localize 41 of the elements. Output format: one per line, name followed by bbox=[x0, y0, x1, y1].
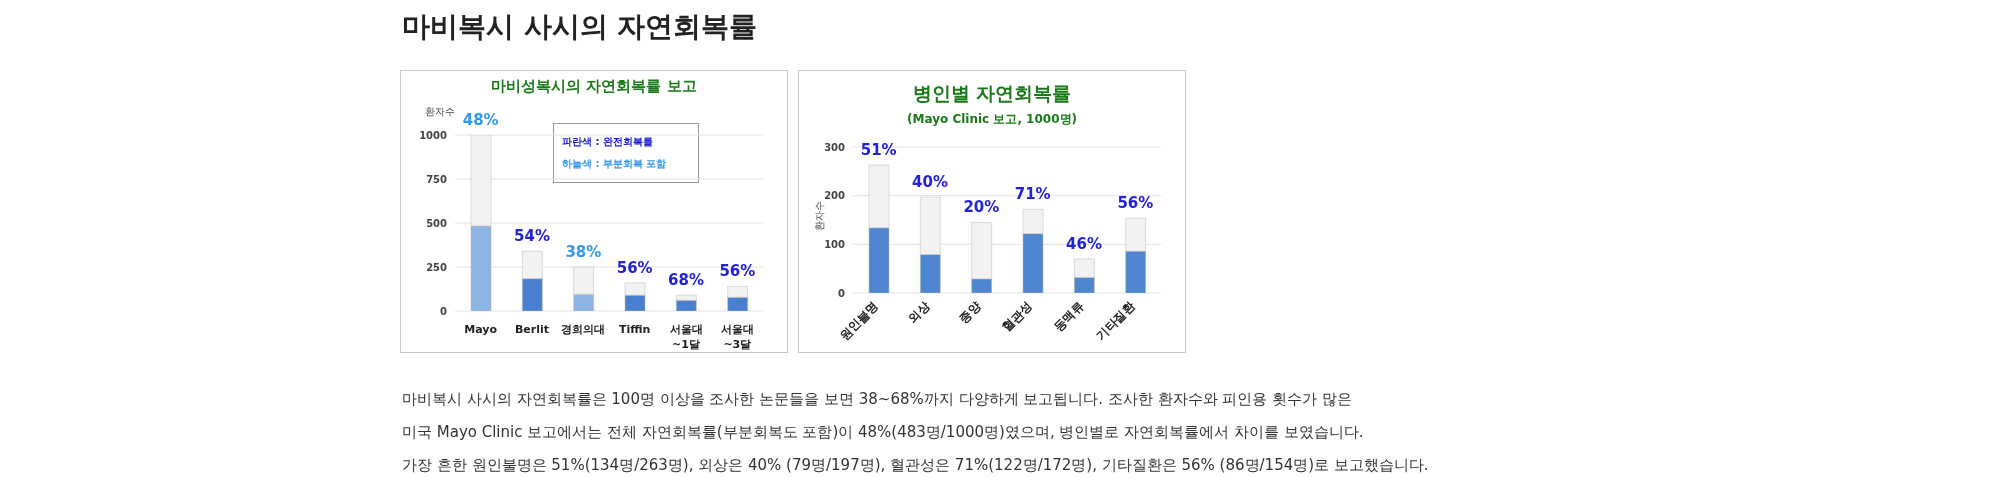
x-tick-label: Berlit bbox=[514, 323, 550, 336]
x-tick-label: 경희의대 bbox=[561, 323, 606, 336]
text: 미국 Mayo Clinic 보고에서는 전체 자연회복률(부분회복도 포함)이 48%(483명/1000명)였으며, 병인별로 자연회복률에서 차이를 보였습니다. bbox=[402, 422, 1365, 443]
annotation: 71% bbox=[1014, 185, 1051, 204]
annotation: 20% bbox=[963, 198, 1000, 217]
x-tick-label: 서울대 ~1달 bbox=[669, 323, 703, 351]
y-tick-label: 100 bbox=[824, 238, 846, 250]
annotation: 38% bbox=[565, 243, 602, 261]
annotation: 40% bbox=[912, 173, 948, 192]
annotation: 하늘색 : 부분회복 포함 bbox=[562, 157, 668, 171]
chart-title: 병인별 자연회복률 bbox=[911, 81, 1073, 106]
x-tick-label: 서울대 ~3달 bbox=[720, 323, 754, 351]
annotation: 56% bbox=[616, 258, 653, 277]
annotation: 51% bbox=[860, 141, 897, 160]
annotation: 48% bbox=[462, 111, 499, 129]
text: 마비복시 사시의 자연회복률 bbox=[402, 9, 758, 45]
annotation: 56% bbox=[1117, 194, 1154, 213]
annotation: 56% bbox=[719, 262, 756, 281]
annotation: 파란색 : 완전회복률 bbox=[562, 135, 654, 149]
text: 가장 흔한 원인불명은 51%(134명/263명), 외상은 40% (79명/197명), 혈관성은 71%(122명/172명), 기타질환은 56% (86명/154명)로 보고했습니다. bbox=[402, 455, 1429, 476]
y-axis-title: 환자수 bbox=[425, 105, 455, 119]
y-tick-label: 0 bbox=[440, 305, 448, 317]
x-tick-label: Tiffin bbox=[618, 323, 651, 336]
x-tick-label: 외상 bbox=[905, 299, 933, 327]
y-tick-label: 200 bbox=[824, 190, 846, 202]
chart-subtitle: (Mayo Clinic 보고, 1000명) bbox=[906, 111, 1078, 128]
x-tick-label: 종양 bbox=[956, 299, 984, 327]
chart-title: 마비성복시의 자연회복률 보고 bbox=[490, 77, 698, 96]
legend-note-box: 파란색 : 완전회복률 하늘색 : 부분회복 포함 bbox=[553, 123, 699, 183]
y-tick-label: 500 bbox=[426, 217, 448, 229]
y-tick-label: 250 bbox=[426, 261, 448, 273]
text: 마비복시 사시의 자연회복률은 100명 이상을 조사한 논문들을 보면 38~68%까지 다양하게 보고됩니다. 조사한 환자수와 피인용 횟수가 많은 bbox=[402, 389, 1353, 410]
y-tick-label: 0 bbox=[838, 287, 846, 299]
annotation: 46% bbox=[1066, 234, 1102, 253]
y-tick-label: 750 bbox=[426, 173, 448, 185]
x-tick-label: Mayo bbox=[464, 323, 498, 336]
annotation: 68% bbox=[668, 271, 704, 290]
y-axis-title: 환자수 bbox=[813, 201, 826, 231]
annotation: 54% bbox=[514, 227, 550, 246]
y-tick-label: 1000 bbox=[419, 129, 448, 141]
y-tick-label: 300 bbox=[824, 141, 846, 153]
